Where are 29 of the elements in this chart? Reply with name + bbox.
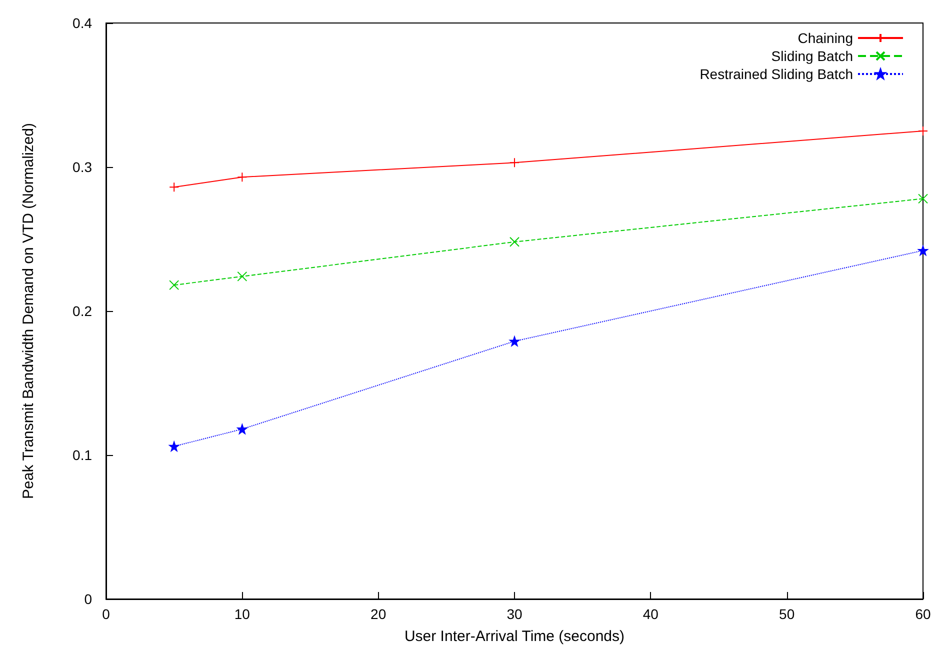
y-tick-label: 0.1 bbox=[72, 447, 92, 463]
y-tick-label: 0.2 bbox=[72, 303, 92, 319]
x-tick-label: 30 bbox=[506, 606, 522, 622]
point bbox=[918, 246, 928, 256]
x-axis-title: User Inter-Arrival Time (seconds) bbox=[404, 628, 625, 645]
y-axis-title: Peak Transmit Bandwidth Demand on VTD (Normalized) bbox=[20, 123, 37, 499]
x-tick-label: 60 bbox=[915, 606, 931, 622]
point bbox=[510, 336, 520, 346]
point bbox=[169, 441, 180, 452]
point bbox=[918, 194, 928, 204]
point bbox=[237, 271, 248, 282]
legend-label: Sliding Batch bbox=[771, 48, 853, 64]
point bbox=[237, 172, 248, 182]
x-tick-label: 0 bbox=[102, 606, 110, 622]
x-tick-label: 20 bbox=[370, 606, 386, 622]
y-tick-label: 0 bbox=[84, 591, 92, 607]
point bbox=[169, 182, 180, 192]
legend-label: Chaining bbox=[798, 30, 853, 46]
x-tick-label: 10 bbox=[234, 606, 250, 622]
y-tick-label: 0.3 bbox=[72, 159, 92, 175]
point bbox=[510, 236, 520, 247]
point bbox=[510, 158, 520, 168]
x-tick-label: 50 bbox=[779, 606, 795, 622]
legend-label: Restrained Sliding Batch bbox=[700, 66, 853, 82]
y-tick-label: 0.4 bbox=[72, 15, 92, 31]
point bbox=[169, 280, 180, 290]
x-tick-label: 40 bbox=[642, 606, 659, 622]
point bbox=[918, 126, 928, 136]
point bbox=[237, 424, 248, 434]
